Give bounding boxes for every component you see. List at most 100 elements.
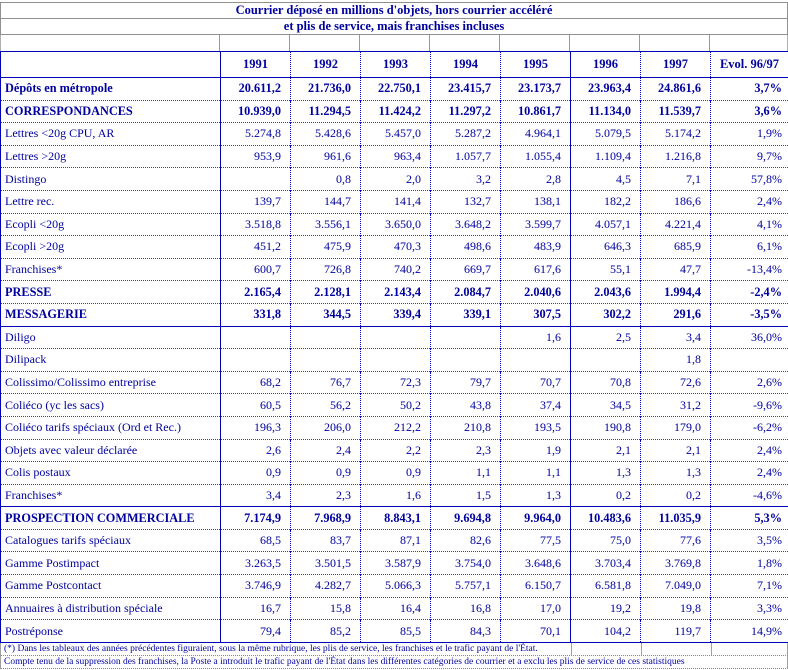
row-value: 1,6: [360, 484, 431, 507]
header-year-cell: 1992: [290, 51, 361, 78]
report-title-line2: et plis de service, mais franchises incl…: [0, 18, 788, 35]
row-value: [360, 348, 431, 372]
row-value: 179,0: [640, 416, 711, 439]
row-value: 37,4: [500, 393, 571, 417]
row-value: 11.134,0: [570, 100, 641, 123]
table-row: Postréponse 79,4 85,2 85,5 84,3 70,1 104,2 119,…: [0, 619, 788, 643]
table-row: Lettre rec. 139,7 144,7 141,4 132,7 138,1 182,…: [0, 190, 788, 214]
row-value: 14,9%: [751, 623, 782, 638]
row-value: 68,2: [220, 371, 291, 394]
row-value: 212,2: [360, 416, 431, 439]
row-value: 3,4: [640, 326, 711, 349]
row-value: 82,6: [430, 529, 501, 552]
row-value: 3,4: [220, 484, 291, 507]
row-value: 961,6: [290, 145, 361, 168]
row-value: 2.143,4: [360, 280, 431, 304]
row-value: 9.694,8: [430, 506, 501, 530]
row-value: 0,2: [640, 484, 711, 507]
row-value: 8.843,1: [360, 506, 431, 530]
table-row: Dépôts en métropole 20.611,2 21.736,0 22.75…: [0, 77, 788, 101]
row-value: 963,4: [360, 145, 431, 168]
row-value: [711, 349, 788, 372]
row-value: 4.282,7: [290, 574, 361, 598]
row-value: -2,4%: [750, 284, 782, 299]
row-value: 55,1: [570, 258, 641, 281]
row-value: 7.968,9: [290, 506, 361, 530]
row-value: 2.084,7: [430, 280, 501, 304]
row-value: 953,9: [220, 145, 291, 168]
row-value: 70,8: [570, 371, 641, 394]
row-value: 726,8: [290, 258, 361, 281]
footnote-row-1: (*) Dans les tableaux des années précéde…: [0, 642, 788, 656]
row-value: 23.173,7: [500, 77, 571, 101]
row-value: 21.736,0: [290, 77, 361, 101]
row-value: 3.648,2: [430, 213, 501, 236]
row-value: 23.415,7: [430, 77, 501, 101]
row-label: Ecopli <20g: [0, 213, 221, 236]
table-row: CORRESPONDANCES 10.939,0 11.294,5 11.424,2 1…: [0, 100, 788, 123]
row-value: 19,8: [640, 597, 711, 620]
table-header-row: 1991 1992 1993 1994 1995 1996 1997 Evol. 96/97: [0, 51, 788, 78]
row-value: 2,4: [290, 439, 361, 462]
row-value: 1.216,8: [640, 145, 711, 168]
header-year-cell: 1997: [640, 51, 711, 78]
row-value: 11.297,2: [430, 100, 501, 123]
row-value: 85,5: [360, 619, 431, 643]
row-value: 3.587,9: [360, 551, 431, 575]
row-label: Distingo: [0, 167, 221, 191]
row-value: 617,6: [500, 258, 571, 281]
row-value: 57,8%: [751, 171, 782, 186]
courrier-volume-table: 1991 1992 1993 1994 1995 1996 1997 Evol. 96/97 …: [0, 51, 788, 643]
row-label: Objets avec valeur déclarée: [0, 439, 221, 462]
row-value: 9,7%: [757, 149, 782, 164]
row-value: 70,7: [500, 371, 571, 394]
row-value: 1,9: [500, 439, 571, 462]
header-label-cell: [0, 51, 221, 78]
row-value: 2,4%: [757, 442, 782, 457]
table-row: PROSPECTION COMMERCIALE 7.174,9 7.968,9 8.8…: [0, 506, 788, 530]
row-value: 19,2: [570, 597, 641, 620]
row-value: 2,2: [360, 439, 431, 462]
row-value: 83,7: [290, 529, 361, 552]
row-value: 85,2: [290, 619, 361, 643]
row-value: 1,3: [640, 461, 711, 485]
row-value: 210,8: [430, 416, 501, 439]
row-value: 5.174,2: [640, 122, 711, 146]
row-value: 3.769,8: [640, 551, 711, 575]
table-row: Lettres >20g 953,9 961,6 963,4 1.057,7 1.055,…: [0, 145, 788, 168]
row-value: 144,7: [290, 190, 361, 214]
row-value: 669,7: [430, 258, 501, 281]
row-value: 339,4: [360, 303, 431, 327]
row-value: 5,3%: [754, 510, 782, 525]
table-row: Franchises* 600,7 726,8 740,2 669,7 617,6 55,1…: [0, 258, 788, 281]
row-value: 3.263,5: [220, 551, 291, 575]
table-row: Dilipack 1,8: [0, 348, 788, 372]
row-value: 685,9: [640, 235, 711, 259]
row-value: 0,8: [290, 167, 361, 191]
table-row: Ecopli >20g 451,2 475,9 470,3 498,6 483,9 646,…: [0, 235, 788, 259]
row-value: 2,3: [430, 439, 501, 462]
row-value: 34,5: [570, 393, 641, 417]
row-label: Catalogues tarifs spéciaux: [0, 529, 221, 552]
column-guide-cell: [1, 35, 220, 51]
row-value: 186,6: [640, 190, 711, 214]
row-value: [360, 326, 431, 349]
row-value: 1,3: [570, 461, 641, 485]
header-evol-cell: Evol. 96/97: [710, 51, 788, 78]
row-value: 20.611,2: [220, 77, 291, 101]
table-row: Objets avec valeur déclarée 2,6 2,4 2,2 2,3 1…: [0, 439, 788, 462]
row-label: Colissimo/Colissimo entreprise: [0, 371, 221, 394]
row-value: 5.428,6: [290, 122, 361, 146]
row-value: 1.057,7: [430, 145, 501, 168]
row-value: [430, 348, 501, 372]
row-value: 0,9: [360, 461, 431, 485]
row-value: 470,3: [360, 235, 431, 259]
row-value: 196,3: [220, 416, 291, 439]
row-value: 10.483,6: [570, 506, 641, 530]
column-guide-cell: [640, 35, 710, 51]
row-value: 10.861,7: [500, 100, 571, 123]
row-value: 2,4%: [757, 465, 782, 480]
row-value: 7,1%: [757, 578, 782, 593]
row-value: 3.703,4: [570, 551, 641, 575]
row-value: 302,2: [570, 303, 641, 327]
